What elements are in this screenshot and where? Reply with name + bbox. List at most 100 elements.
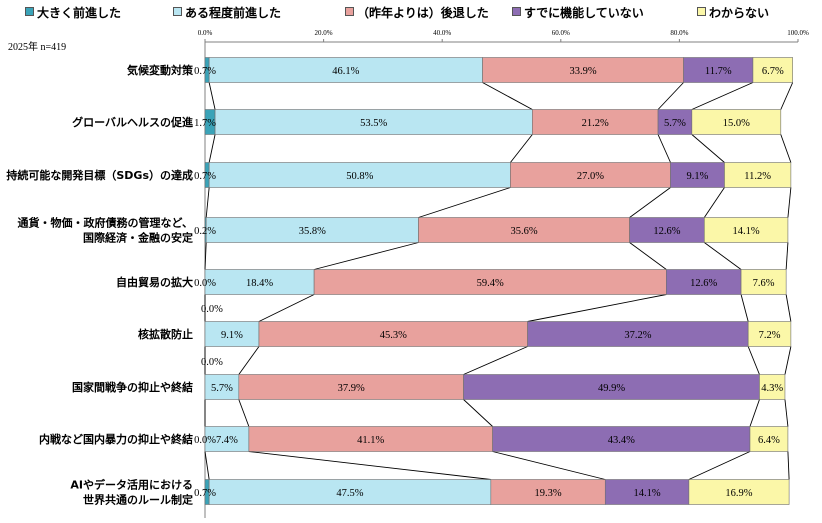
sample-note: 2025年 n=419 [8, 42, 67, 53]
connector-line [629, 187, 671, 218]
x-tick-label: 80.0% [670, 29, 688, 37]
data-label: 43.4% [608, 435, 635, 446]
legend-item: ある程度前進した [173, 4, 281, 21]
connector-line [238, 346, 260, 375]
category-label: 持続可能な開発目標（SDGs）の達成 [6, 168, 193, 182]
data-label: 41.1% [357, 435, 384, 446]
bar-segment [313, 269, 667, 295]
connector-line [204, 451, 210, 480]
data-label: 7.4% [216, 435, 238, 446]
connector-line [418, 187, 511, 218]
data-label: 9.1% [221, 330, 243, 341]
connector-line [463, 346, 528, 375]
legend-label: すでに機能していない [524, 6, 644, 20]
connector-line [780, 82, 794, 110]
bar-segment [759, 374, 786, 400]
connector-line [703, 187, 725, 218]
data-label: 11.2% [744, 171, 771, 182]
bar-segment [204, 374, 240, 400]
connector-line [238, 399, 250, 427]
connector-line [657, 134, 671, 163]
bar-segment [208, 57, 483, 83]
data-label: 18.4% [246, 278, 273, 289]
data-label: 0.0% [201, 357, 223, 368]
data-label: 7.6% [753, 278, 775, 289]
bar-segment [208, 162, 511, 188]
bar-segment [691, 109, 782, 135]
connector-line [657, 82, 684, 110]
category-label: 気候変動対策 [127, 63, 194, 77]
connector-line [510, 134, 533, 163]
chart-legend: 大きく前進した ある程度前進した （昨年よりは）後退した すでに機能していない わからな… [0, 4, 822, 22]
data-label: 37.9% [338, 383, 365, 394]
data-label: 21.2% [582, 118, 609, 129]
data-label: 7.2% [759, 330, 781, 341]
data-label: 19.3% [534, 488, 561, 499]
data-label: 0.7% [194, 66, 216, 77]
legend-swatch [25, 7, 34, 16]
bar-segment [510, 162, 671, 188]
data-label: 47.5% [336, 488, 363, 499]
data-label: 35.6% [510, 226, 537, 237]
bar-segment [666, 269, 742, 295]
data-label: 9.1% [687, 171, 709, 182]
data-label: 14.1% [733, 226, 760, 237]
legend-swatch [345, 7, 354, 16]
data-label: 6.4% [758, 435, 780, 446]
data-label: 46.1% [332, 66, 359, 77]
connector-line [629, 242, 667, 270]
data-label: 45.3% [380, 330, 407, 341]
data-label: 12.6% [690, 278, 717, 289]
bar-segment [248, 426, 493, 452]
connector-line [527, 294, 667, 322]
connector-line [787, 187, 792, 218]
bar-segment [238, 374, 464, 400]
connector-line [205, 187, 210, 218]
bar-segment [418, 217, 630, 243]
data-label: 27.0% [577, 171, 604, 182]
connector-line [313, 242, 419, 270]
bar-segment [482, 57, 684, 83]
x-tick-label: 20.0% [315, 29, 333, 37]
bar-segment [724, 162, 792, 188]
category-label: 核拡散防止 [138, 327, 193, 341]
connector-line [784, 346, 792, 375]
category-label: 国際経済・金融の安定 [83, 231, 193, 245]
data-label: 16.9% [725, 488, 752, 499]
x-tick-label: 100.0% [787, 29, 809, 37]
connector-line [691, 134, 725, 163]
data-label: 11.7% [705, 66, 732, 77]
bar-segment [740, 269, 787, 295]
legend-swatch [512, 7, 521, 16]
connector-line [208, 134, 216, 163]
data-label: 50.8% [346, 171, 373, 182]
legend-swatch [697, 7, 706, 16]
bar-segment [688, 479, 790, 505]
legend-item: （昨年よりは）後退した [345, 4, 489, 21]
data-label: 5.7% [211, 383, 233, 394]
connector-line [482, 82, 533, 110]
legend-label: 大きく前進した [37, 6, 122, 20]
x-tick-label: 60.0% [552, 29, 570, 37]
bar-segment [532, 109, 659, 135]
connector-line [691, 82, 754, 110]
data-label: 0.0% [201, 304, 223, 315]
data-label: 5.7% [664, 118, 686, 129]
bar-segment [747, 321, 792, 347]
data-label: 4.3% [761, 383, 783, 394]
data-label: 0.0% [194, 435, 216, 446]
category-label: 通貨・物価・政府債務の管理など、 [18, 216, 193, 230]
category-label: AIやデータ活用における [70, 478, 193, 492]
data-label: 15.0% [723, 118, 750, 129]
connector-line [688, 451, 751, 480]
data-label: 0.7% [194, 171, 216, 182]
bar-segment [527, 321, 749, 347]
connector-line [747, 346, 760, 375]
bar-segment [204, 269, 315, 295]
connector-line [787, 451, 790, 480]
connector-line [785, 294, 792, 322]
legend-item: わからない [697, 4, 769, 21]
connector-line [749, 399, 760, 427]
data-label: 14.1% [634, 488, 661, 499]
